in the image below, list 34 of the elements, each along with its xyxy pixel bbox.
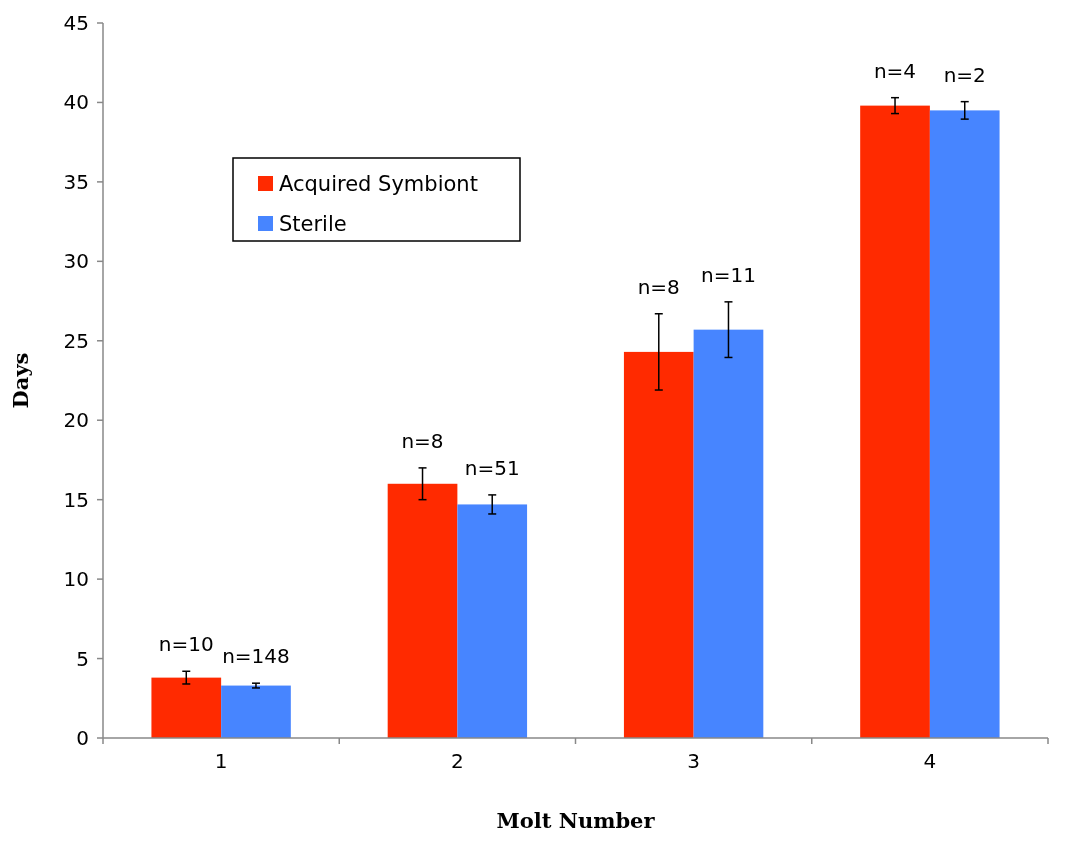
annotation: n=2 bbox=[943, 62, 986, 87]
y-tick-label: 25 bbox=[63, 328, 89, 353]
bar bbox=[457, 504, 528, 738]
y-axis-title: Days bbox=[8, 352, 33, 409]
legend-label: Sterile bbox=[279, 212, 347, 237]
y-tick-label: 15 bbox=[63, 487, 89, 512]
y-tick-label: 5 bbox=[76, 646, 89, 671]
annotation: n=51 bbox=[464, 455, 520, 480]
annotation: n=10 bbox=[158, 632, 214, 657]
bar bbox=[221, 685, 291, 738]
annotation: n=11 bbox=[701, 262, 756, 287]
annotation: n=8 bbox=[401, 428, 444, 453]
annotation: n=8 bbox=[637, 274, 680, 299]
y-tick-label: 20 bbox=[63, 408, 89, 433]
bar bbox=[623, 351, 694, 738]
bar bbox=[693, 329, 764, 738]
y-tick-label: 35 bbox=[63, 169, 89, 194]
legend-label: Acquired Symbiont bbox=[279, 172, 478, 197]
y-tick-label: 0 bbox=[76, 726, 89, 750]
x-axis-title: Molt Number bbox=[496, 808, 656, 833]
annotation: n=4 bbox=[873, 58, 917, 83]
x-tick-label: 2 bbox=[451, 749, 464, 773]
y-tick-label: 40 bbox=[63, 90, 89, 115]
y-tick-label: 30 bbox=[63, 249, 89, 274]
bar bbox=[929, 110, 1000, 738]
y-tick-label: 45 bbox=[63, 11, 89, 35]
x-tick-label: 3 bbox=[687, 749, 700, 773]
annotation: n=148 bbox=[222, 644, 290, 669]
bar bbox=[151, 677, 222, 738]
bar bbox=[860, 105, 930, 738]
x-tick-label: 4 bbox=[923, 749, 937, 773]
bar bbox=[387, 483, 458, 738]
y-tick-label: 10 bbox=[63, 567, 89, 592]
x-tick-label: 1 bbox=[214, 749, 228, 773]
